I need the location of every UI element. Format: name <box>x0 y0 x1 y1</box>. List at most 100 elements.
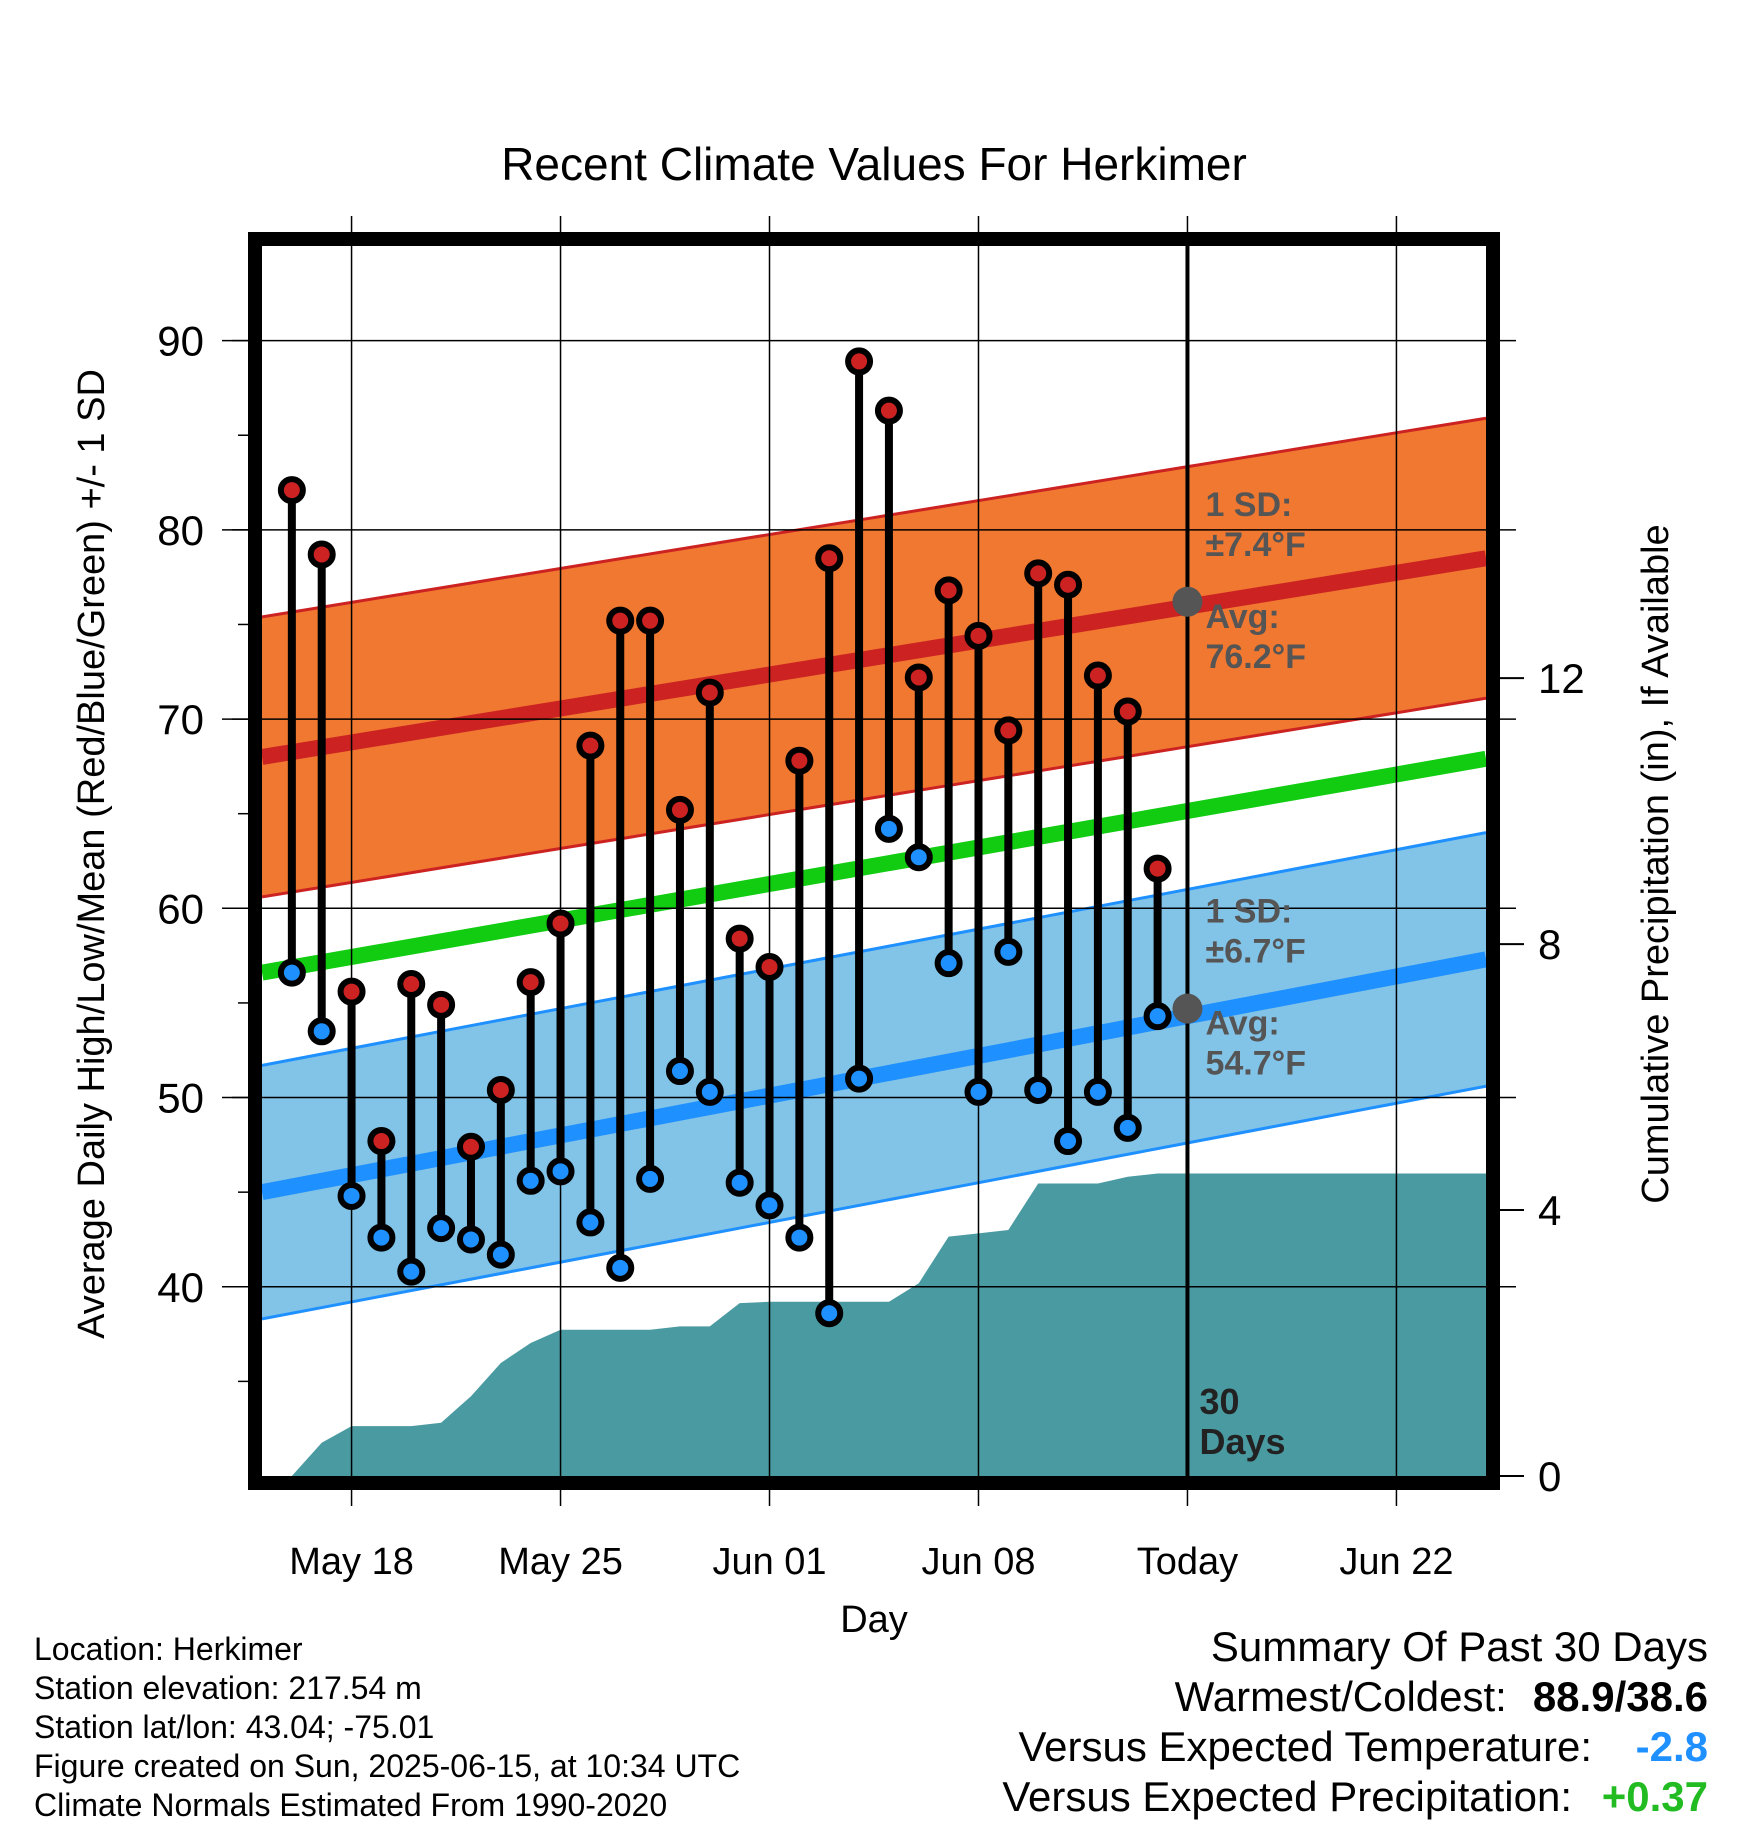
y2-tick-label: 8 <box>1538 921 1561 968</box>
high-point <box>964 621 993 650</box>
low-point <box>994 937 1023 966</box>
low-point <box>964 1077 993 1106</box>
low-point <box>397 1257 426 1286</box>
low-point <box>874 814 903 843</box>
summary-precip: Versus Expected Precipitation: +0.37 <box>1002 1772 1708 1822</box>
high-sd-band-lower-edge <box>262 696 1486 899</box>
x-tick-label: Today <box>1137 1541 1238 1583</box>
low-point <box>1024 1075 1053 1104</box>
summary-title: Summary Of Past 30 Days <box>1210 1623 1708 1670</box>
station-info: Location: Herkimer Station elevation: 21… <box>34 1630 740 1825</box>
high-point <box>516 968 545 997</box>
low-point <box>486 1240 515 1269</box>
low-point <box>606 1253 635 1282</box>
low-sd-band-upper-edge <box>262 831 1486 1067</box>
high-point <box>486 1075 515 1104</box>
low-avg-label: Avg: <box>1205 1005 1279 1043</box>
low-point <box>934 949 963 978</box>
y-tick-label: 70 <box>157 696 204 743</box>
temp-label: Versus Expected Temperature: <box>1018 1723 1592 1770</box>
high-point <box>874 396 903 425</box>
low-point <box>546 1157 575 1186</box>
high-point <box>934 576 963 605</box>
x-tick-label: May 18 <box>289 1541 414 1583</box>
high-avg-value: 76.2°F <box>1205 638 1306 676</box>
y-tick-label: 90 <box>157 318 204 365</box>
high-point <box>1113 697 1142 726</box>
y2-tick-label: 0 <box>1538 1453 1561 1500</box>
info-created: Figure created on Sun, 2025-06-15, at 10… <box>34 1748 741 1784</box>
x-tick-label: Jun 22 <box>1339 1541 1453 1583</box>
precip-label: Versus Expected Precipitation: <box>1002 1773 1572 1820</box>
low-point <box>785 1223 814 1252</box>
high-point <box>277 476 306 505</box>
low-point <box>725 1168 754 1197</box>
high-point <box>1143 854 1172 883</box>
low-sd-label: 1 SD: <box>1205 893 1292 931</box>
low-avg-value: 54.7°F <box>1205 1045 1306 1083</box>
high-point <box>994 716 1023 745</box>
high-point <box>456 1132 485 1161</box>
today-label-line1: 30 <box>1199 1381 1239 1422</box>
high-sd-band-upper-edge <box>262 416 1486 619</box>
low-sd-value: ±6.7°F <box>1205 933 1305 971</box>
low-point <box>277 958 306 987</box>
warm-cold-value: 88.9/38.6 <box>1532 1673 1708 1720</box>
y2-tick-label: 4 <box>1538 1187 1561 1234</box>
low-point <box>307 1017 336 1046</box>
low-point <box>1083 1077 1112 1106</box>
warm-cold-label: Warmest/Coldest: <box>1174 1673 1507 1720</box>
low-point <box>1113 1113 1142 1142</box>
low-point <box>695 1077 724 1106</box>
low-point <box>755 1191 784 1220</box>
precip-value: +0.37 <box>1601 1773 1708 1820</box>
x-axis-label: Day <box>840 1599 908 1641</box>
high-point <box>665 795 694 824</box>
y-tick-label: 40 <box>157 1264 204 1311</box>
low-point <box>1054 1127 1083 1156</box>
normal-high-line <box>262 550 1486 765</box>
high-point <box>606 606 635 635</box>
y2-axis-label: Cumulative Precipitation (in), If Availa… <box>1635 524 1677 1203</box>
today-high-avg-marker <box>1172 586 1203 617</box>
y-tick-label: 50 <box>157 1075 204 1122</box>
low-point <box>904 843 933 872</box>
high-point <box>427 990 456 1019</box>
high-point <box>785 746 814 775</box>
y-tick-label: 60 <box>157 885 204 932</box>
info-elevation: Station elevation: 217.54 m <box>34 1670 422 1706</box>
high-point <box>1083 661 1112 690</box>
high-point <box>337 977 366 1006</box>
high-point <box>1054 570 1083 599</box>
temp-value: -2.8 <box>1635 1723 1708 1770</box>
low-point <box>845 1064 874 1093</box>
high-point <box>755 952 784 981</box>
x-tick-label: Jun 08 <box>921 1541 1035 1583</box>
low-point <box>367 1223 396 1252</box>
info-latlon: Station lat/lon: 43.04; -75.01 <box>34 1709 435 1745</box>
normal-mean-line <box>262 750 1486 981</box>
high-point <box>636 606 665 635</box>
high-point <box>307 540 336 569</box>
high-point <box>576 731 605 760</box>
today-low-avg-marker <box>1172 993 1203 1024</box>
x-tick-label: Jun 01 <box>712 1541 826 1583</box>
low-point <box>636 1164 665 1193</box>
summary-warm-cold: Warmest/Coldest: 88.9/38.6 <box>1002 1672 1708 1722</box>
high-point <box>1024 559 1053 588</box>
summary-panel: Summary Of Past 30 Days Warmest/Coldest:… <box>1002 1622 1708 1822</box>
y-tick-label: 80 <box>157 507 204 554</box>
low-point <box>665 1057 694 1086</box>
high-point <box>695 678 724 707</box>
high-sd-value: ±7.4°F <box>1205 526 1305 564</box>
info-normals: Climate Normals Estimated From 1990-2020 <box>34 1787 668 1823</box>
high-point <box>367 1127 396 1156</box>
info-location: Location: Herkimer <box>34 1631 303 1667</box>
low-point <box>427 1214 456 1243</box>
y2-tick-label: 12 <box>1538 655 1585 702</box>
high-avg-label: Avg: <box>1205 598 1279 636</box>
low-point <box>1143 1002 1172 1031</box>
x-tick-label: May 25 <box>498 1541 623 1583</box>
